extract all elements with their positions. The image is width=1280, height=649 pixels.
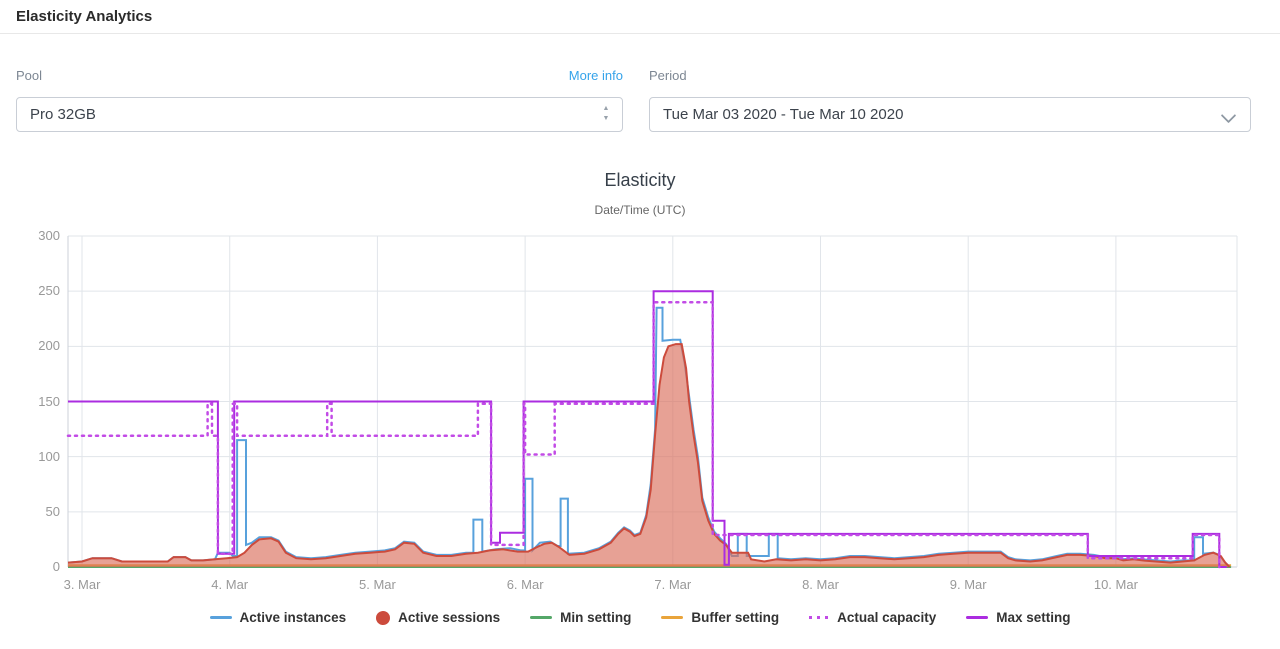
y-axis-label: 100 [38,448,60,464]
y-axis-label: 0 [52,559,60,574]
chevron-down-icon [1220,107,1237,124]
chart-subtitle: Date/Time (UTC) [594,203,686,217]
pool-select[interactable]: Pro 32GB ▲ ▼ [16,97,623,132]
y-axis-label: 200 [38,338,60,354]
x-axis-label: 5. Mar [358,577,396,592]
line-marker-icon [530,616,553,619]
select-stepper-icon: ▲ ▼ [602,105,610,122]
elasticity-chart: 0 50 100 150 200 250 300 3. Mar 4. Mar 5. Mar 6. M… [0,225,1280,600]
y-axis-label: 150 [38,393,60,409]
legend-label: Buffer setting [691,610,780,625]
x-axis-label: 8. Mar [802,577,839,592]
x-axis-label: 10. Mar [1093,577,1138,592]
legend-label: Max setting [996,610,1071,625]
legend-item-actual-capacity[interactable]: Actual capacity [809,610,936,625]
legend-item-max-setting[interactable]: Max setting [966,610,1070,625]
legend-item-active-instances[interactable]: Active instances [209,610,347,625]
period-select-value: Tue Mar 03 2020 - Tue Mar 10 2020 [663,106,904,123]
x-axis-label: 4. Mar [211,577,249,592]
chart-legend: Active instances Active sessions Min set… [0,610,1280,625]
line-marker-icon [966,616,989,619]
y-axis-label: 300 [38,228,60,243]
page-title: Elasticity Analytics [16,8,153,25]
legend-label: Active instances [239,610,347,625]
period-label: Period [649,68,687,83]
x-axis-label: 9. Mar [949,577,987,592]
circle-marker-icon [376,610,391,625]
legend-item-active-sessions[interactable]: Active sessions [376,610,500,625]
pool-label: Pool [16,68,43,83]
x-axis-label: 6. Mar [506,577,544,592]
line-marker-icon [209,616,232,619]
legend-label: Min setting [560,610,632,625]
y-axis-label: 250 [38,283,60,299]
dotted-marker-icon [809,616,830,619]
legend-label: Actual capacity [837,610,937,625]
line-marker-icon [661,616,684,619]
chart-title: Elasticity [604,170,676,190]
legend-item-min-setting[interactable]: Min setting [530,610,631,625]
more-info-link[interactable]: More info [568,68,623,83]
chart-plot-area[interactable] [0,225,1280,600]
x-axis-label: 3. Mar [63,577,101,592]
page-header: Elasticity Analytics [0,0,1280,34]
legend-label: Active sessions [398,610,501,625]
pool-select-value: Pro 32GB [30,106,96,123]
y-axis-label: 50 [45,503,60,519]
legend-item-buffer-setting[interactable]: Buffer setting [661,610,779,625]
period-select[interactable]: Tue Mar 03 2020 - Tue Mar 10 2020 [649,97,1251,132]
x-axis-label: 7. Mar [654,577,692,592]
